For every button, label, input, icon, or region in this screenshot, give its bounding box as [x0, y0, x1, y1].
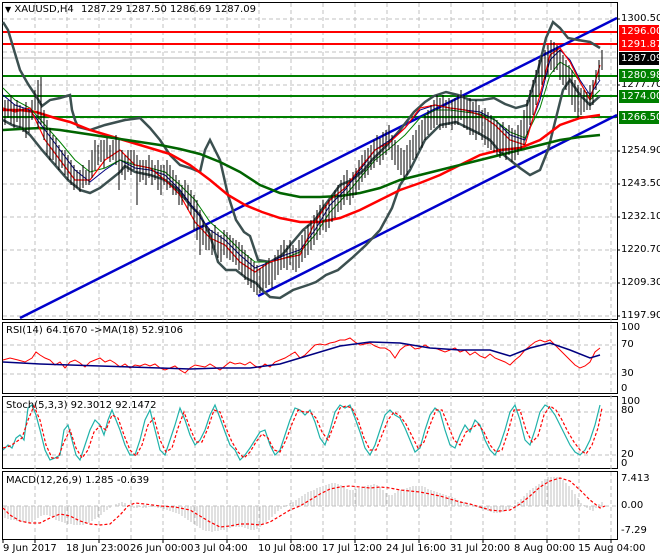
stoch-title: Stoch(5,3,3) 92.3012 92.1472 [6, 400, 157, 411]
current-price-badge: 1287.09 [619, 52, 660, 65]
triangle-down-icon[interactable]: ▼ [5, 5, 12, 14]
macd-tick: 7.413 [621, 473, 650, 484]
price-tick: 1220.70 [621, 244, 660, 255]
stoch-tick: 100 [621, 396, 641, 407]
stoch-tick: 80 [621, 405, 634, 416]
price-tick: 1254.90 [621, 145, 660, 156]
time-label: 17 Jul 12:00 [322, 543, 382, 554]
macd-tick: -7.29 [621, 525, 647, 536]
level-badge-resistance[interactable]: 1296.00 [619, 25, 660, 38]
rsi-title: RSI(14) 64.1670 ->MA(18) 52.9106 [6, 325, 183, 336]
symbol-label: XAUUSD,H4 [14, 4, 74, 15]
ma-fast-red-line [2, 47, 601, 273]
stoch-tick: 20 [621, 449, 634, 460]
trend-channel[interactable] [19, 16, 618, 320]
rsi-tick: 30 [621, 368, 634, 379]
rsi-tick: 100 [621, 322, 641, 333]
bollinger-bands [1, 19, 601, 300]
channel-lower-line[interactable] [257, 113, 618, 298]
macd-signal-line [2, 477, 606, 528]
price-tick: 1300.50 [621, 13, 660, 24]
axis-ticks [2, 18, 620, 543]
ma-fast-green-line [2, 61, 601, 263]
rsi-line [2, 337, 601, 374]
rsi-tick: 0 [621, 383, 628, 394]
price-tick: 1232.10 [621, 211, 660, 222]
level-badge-support[interactable]: 1274.00 [619, 90, 660, 103]
time-label: 10 Jul 08:00 [258, 543, 318, 554]
price-tick: 1243.50 [621, 178, 660, 189]
sr-levels[interactable] [3, 31, 617, 118]
macd-histogram [4, 477, 603, 532]
level-badge-support[interactable]: 1280.98 [619, 69, 660, 82]
ma-fast-blue-line [2, 49, 601, 269]
time-label: 15 Aug 04:00 [578, 543, 646, 554]
ohlc-values: 1287.29 1287.50 1286.69 1287.09 [80, 4, 256, 15]
time-label: 9 Jun 2017 [3, 543, 57, 554]
macd-tick: 0.00 [621, 500, 644, 511]
price-tick: 1209.30 [621, 277, 660, 288]
rsi-ma-line [2, 341, 601, 370]
stoch-main-line [2, 403, 601, 462]
time-label: 8 Aug 00:00 [514, 543, 576, 554]
price-tick: 1277.70 [621, 79, 660, 90]
stoch-signal-line [2, 404, 603, 460]
symbol-header: ▼ XAUUSD,H4 1287.29 1287.50 1286.69 1287… [5, 4, 256, 16]
stoch-tick: 0 [621, 458, 628, 469]
time-label: 26 Jun 00:00 [130, 543, 194, 554]
time-label: 24 Jul 16:00 [386, 543, 446, 554]
time-label: 3 Jul 04:00 [194, 543, 248, 554]
level-badge-support[interactable]: 1266.50 [619, 111, 660, 124]
rsi-tick: 70 [621, 339, 634, 350]
grid-vertical [34, 3, 612, 539]
channel-upper-line[interactable] [19, 16, 618, 320]
macd-title: MACD(12,26,9) 1.285 -0.639 [6, 475, 150, 486]
level-badge-resistance[interactable]: 1291.87 [619, 38, 660, 51]
time-label: 18 Jun 23:00 [66, 543, 130, 554]
time-label: 31 Jul 20:00 [450, 543, 510, 554]
price-bars [4, 40, 603, 295]
price-tick: 1197.90 [621, 310, 660, 321]
